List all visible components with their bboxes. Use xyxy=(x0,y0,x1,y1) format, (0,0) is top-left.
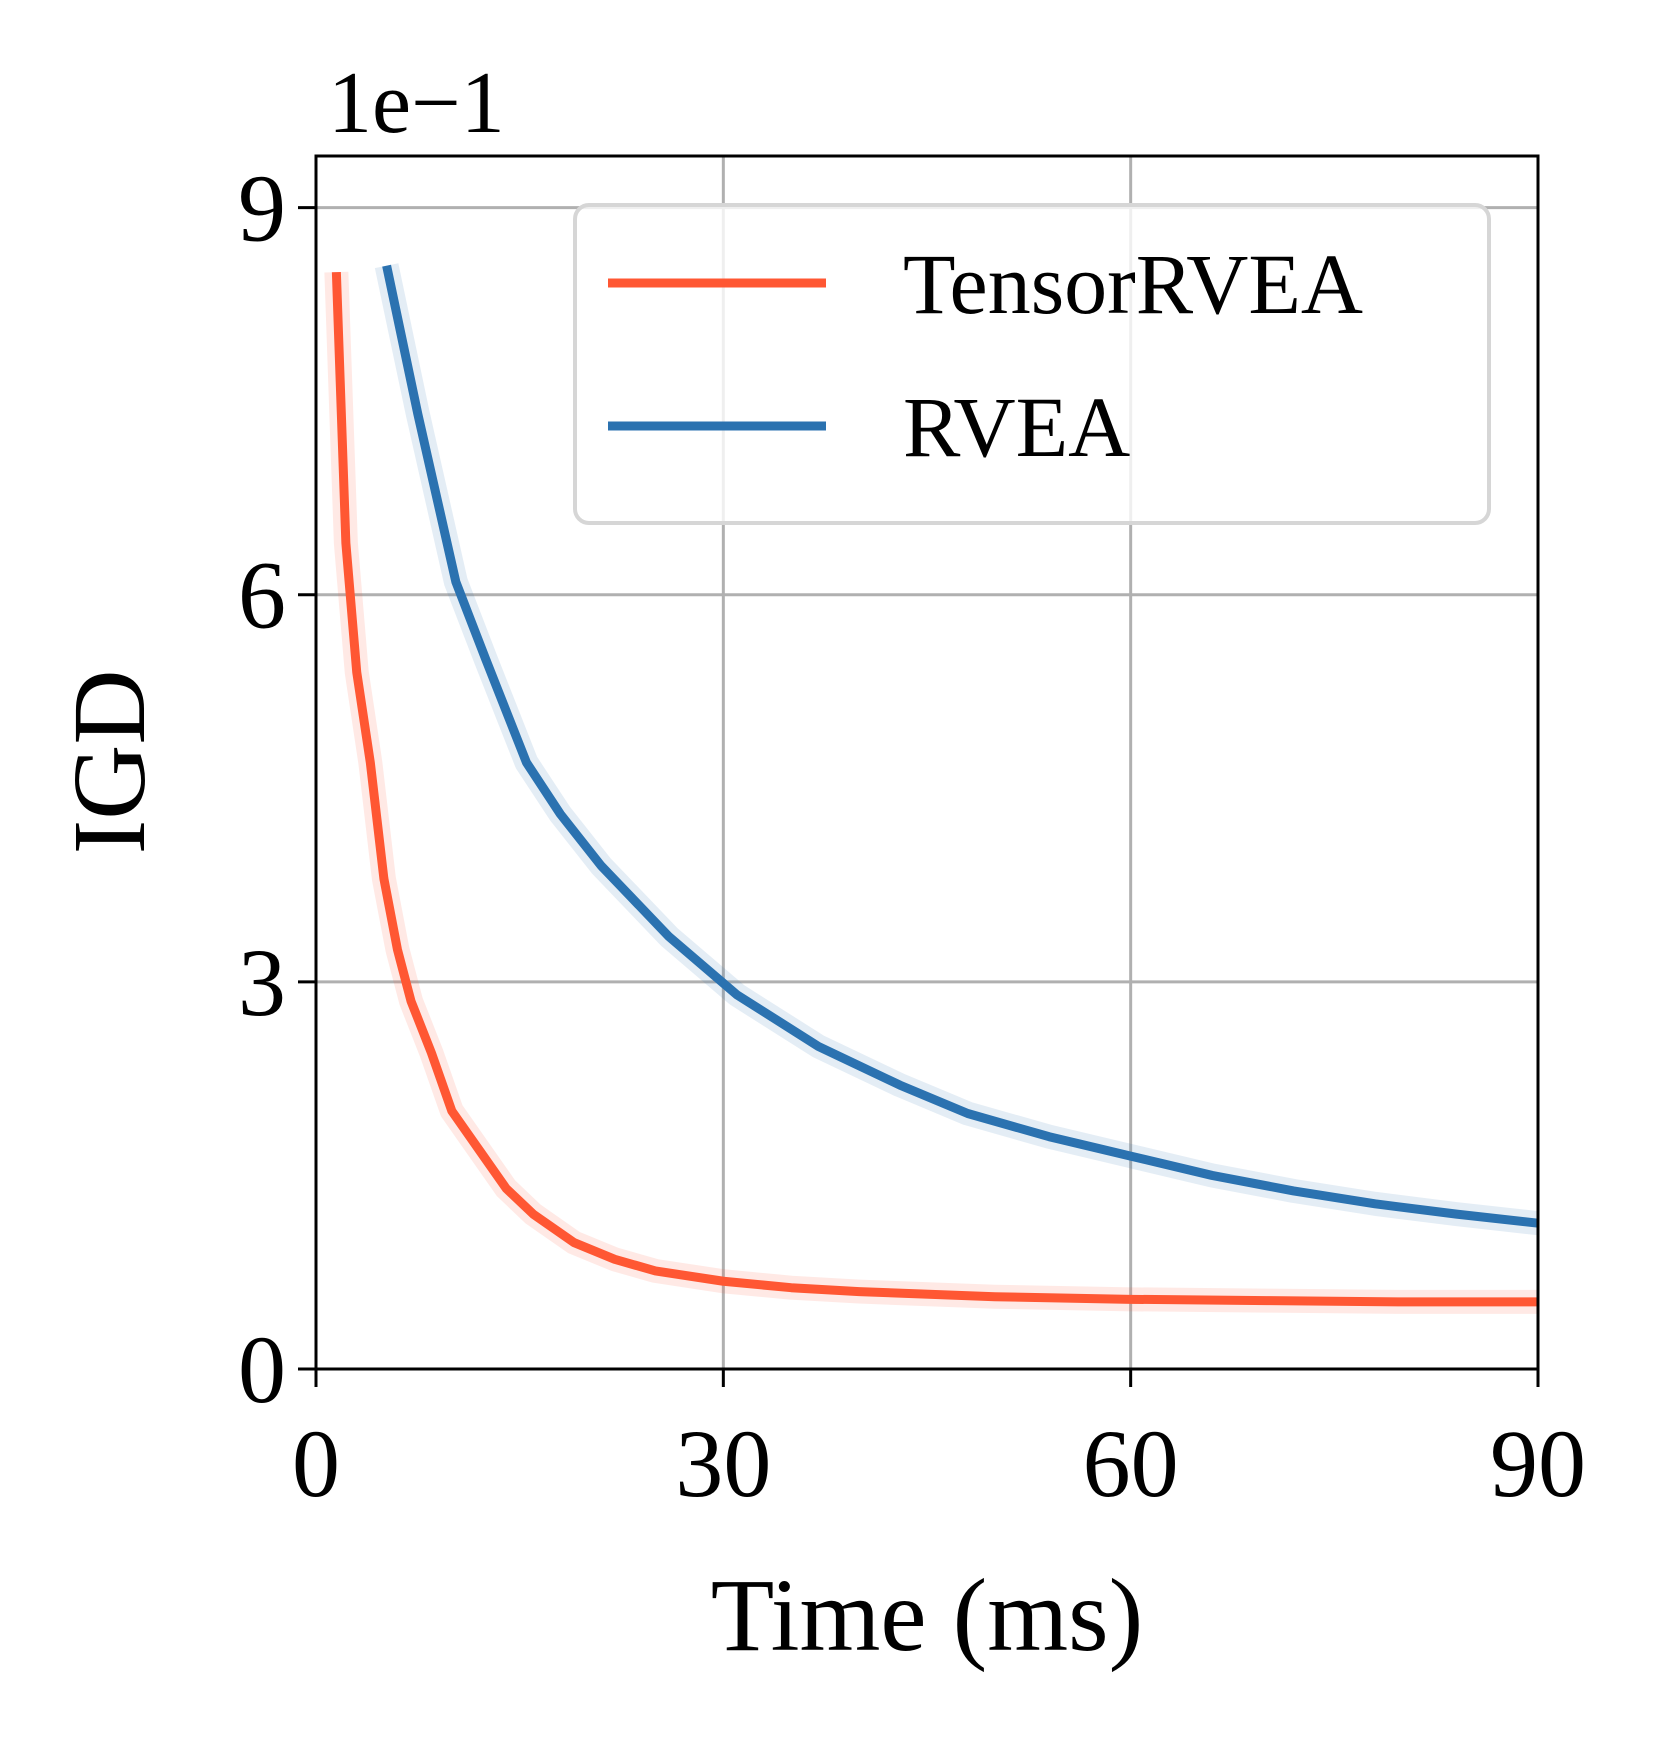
x-tick-label: 90 xyxy=(1490,1410,1586,1517)
series-line-1 xyxy=(331,271,1538,1307)
y-tick-label: 3 xyxy=(238,929,286,1036)
series-line-2 xyxy=(382,264,1539,1228)
x-tick-label: 0 xyxy=(292,1410,340,1517)
ticks: 0 30 60 90 0 3 6 9 xyxy=(238,155,1586,1517)
legend: TensorRVEA RVEA xyxy=(573,203,1491,525)
y-axis-multiplier: 1e−1 xyxy=(328,55,505,152)
y-axis-label: IGD xyxy=(52,670,167,855)
y-tick-label: 6 xyxy=(238,542,286,649)
legend-label: RVEA xyxy=(903,379,1130,475)
series-layer xyxy=(324,263,1540,1314)
y-tick-label: 0 xyxy=(238,1316,286,1423)
legend-label: TensorRVEA xyxy=(903,236,1363,332)
y-tick-label: 9 xyxy=(238,155,286,262)
x-tick-label: 60 xyxy=(1083,1410,1179,1517)
x-axis-label: Time (ms) xyxy=(711,1558,1143,1673)
x-tick-label: 30 xyxy=(675,1410,771,1517)
plot-frame xyxy=(314,154,1540,1371)
